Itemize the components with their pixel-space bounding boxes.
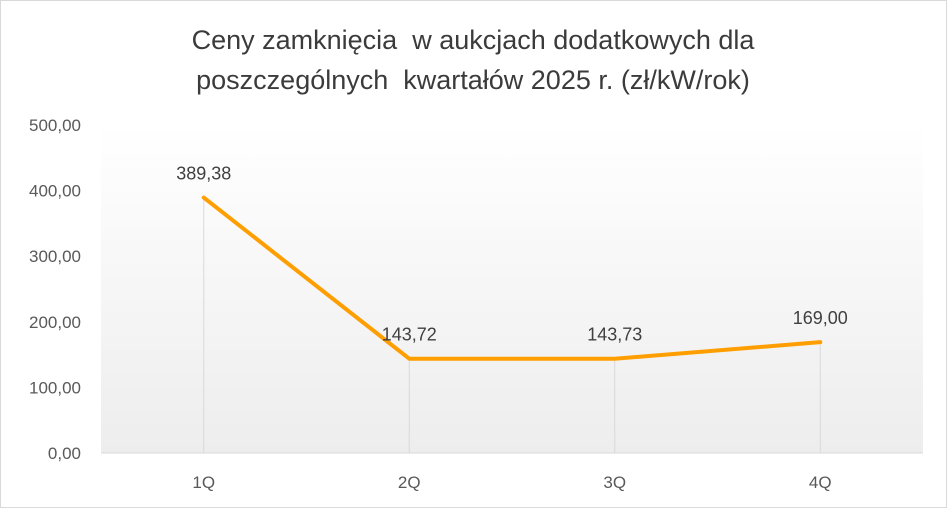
x-tick-label: 4Q xyxy=(809,473,832,492)
y-tick-label: 400,00 xyxy=(29,182,81,201)
x-tick-label: 2Q xyxy=(398,473,421,492)
data-label: 389,38 xyxy=(176,164,231,184)
y-axis-ticks: 0,00 100,00 200,00 300,00 400,00 500,00 xyxy=(29,116,81,463)
drop-lines xyxy=(203,197,821,453)
data-label: 143,73 xyxy=(587,325,642,345)
y-tick-label: 300,00 xyxy=(29,247,81,266)
x-axis-ticks: 1Q 2Q 3Q 4Q xyxy=(192,473,831,492)
y-tick-label: 100,00 xyxy=(29,378,81,397)
data-label: 143,72 xyxy=(382,325,437,345)
plot-area xyxy=(101,125,923,453)
data-labels: 389,38 143,72 143,73 169,00 xyxy=(176,164,848,345)
chart-title-line-1: Ceny zamknięcia w aukcjach dodatkowych d… xyxy=(192,25,756,55)
series-line xyxy=(201,195,823,361)
y-tick-label: 0,00 xyxy=(48,444,81,463)
chart-title-line-2: poszczególnych kwartałów 2025 r. (zł/kW/… xyxy=(196,65,750,95)
data-label: 169,00 xyxy=(793,308,848,328)
x-tick-label: 3Q xyxy=(603,473,626,492)
y-tick-label: 500,00 xyxy=(29,116,81,135)
y-tick-label: 200,00 xyxy=(29,313,81,332)
x-tick-label: 1Q xyxy=(192,473,215,492)
